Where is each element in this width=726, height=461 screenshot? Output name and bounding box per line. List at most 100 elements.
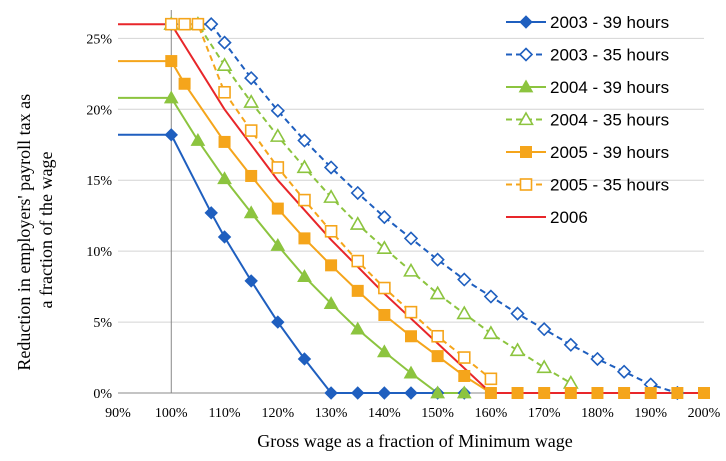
data-point-triangle	[536, 359, 553, 374]
data-point-square	[298, 193, 311, 207]
data-point-triangle	[376, 240, 393, 254]
x-tick-label: 180%	[581, 406, 614, 421]
data-point-triangle	[243, 205, 259, 219]
data-point-square	[324, 224, 338, 238]
data-point-square	[378, 281, 391, 295]
data-point-triangle	[323, 189, 339, 203]
x-axis-title: Gross wage as a fraction of Minimum wage	[257, 431, 572, 451]
legend-label: 2005 - 39 hours	[550, 143, 669, 162]
data-point-square	[591, 387, 604, 399]
data-point-square	[484, 387, 497, 399]
data-point-square	[165, 55, 178, 68]
series-line	[118, 96, 465, 394]
legend: 2003 - 39 hours 2003 - 35 hours 2004 - 39 …	[506, 13, 669, 227]
data-point-triangle	[429, 285, 446, 300]
y-tick-label: 15%	[86, 174, 112, 189]
legend-label: 2003 - 39 hours	[550, 13, 669, 32]
data-point-diamond	[297, 352, 312, 366]
data-point-square	[404, 305, 418, 319]
data-point-square	[351, 284, 364, 297]
data-point-triangle	[269, 128, 286, 142]
legend-item: 2005 - 39 hours	[506, 143, 669, 162]
x-tick-label: 140%	[368, 406, 401, 421]
data-point-triangle	[323, 296, 339, 310]
series-markers-1	[164, 17, 685, 401]
y-axis-title: Reduction in employers' payroll tax as a…	[14, 89, 56, 370]
x-tick-label: 160%	[475, 406, 508, 421]
legend-label: 2005 - 35 hours	[550, 176, 669, 195]
data-point-diamond	[563, 337, 578, 352]
data-point-triangle	[216, 57, 233, 71]
series-line	[171, 23, 492, 380]
data-point-triangle	[190, 132, 206, 146]
data-point-diamond	[297, 133, 312, 148]
y-tick-label: 10%	[86, 245, 112, 260]
gridlines	[118, 37, 704, 323]
series-line	[171, 23, 572, 384]
series-3	[171, 23, 572, 384]
x-axis-ticks: 90% 100% 110% 120% 130% 140% 150% 160% 170% 180% 1…	[105, 406, 721, 421]
data-point-triangle	[243, 94, 260, 108]
data-point-diamond	[430, 252, 445, 267]
data-point-diamond	[518, 47, 534, 62]
data-point-triangle	[349, 216, 366, 230]
y-tick-label: 20%	[86, 103, 112, 118]
data-point-diamond	[204, 206, 218, 220]
data-point-square	[458, 369, 471, 382]
series-6	[118, 23, 704, 394]
legend-label: 2004 - 35 hours	[550, 111, 669, 130]
series-markers-3	[163, 16, 579, 389]
data-point-square	[244, 124, 258, 137]
data-point-triangle	[217, 171, 232, 185]
data-point-square	[698, 387, 710, 399]
data-point-triangle	[430, 385, 445, 399]
data-point-square	[519, 178, 533, 191]
data-point-diamond	[164, 128, 178, 142]
data-point-diamond	[590, 351, 605, 367]
legend-item: 2006	[506, 208, 588, 227]
data-point-diamond	[351, 386, 365, 400]
data-point-square	[484, 372, 498, 386]
x-tick-label: 170%	[528, 406, 561, 421]
data-point-diamond	[377, 386, 392, 400]
data-point-square	[245, 169, 258, 182]
data-point-diamond	[519, 15, 533, 29]
data-point-triangle	[297, 269, 312, 283]
y-tick-label: 25%	[86, 32, 112, 47]
y-tick-label: 0%	[93, 387, 112, 402]
legend-item: 2003 - 35 hours	[506, 46, 669, 65]
legend-item: 2004 - 35 hours	[506, 111, 669, 130]
data-point-triangle	[350, 321, 366, 335]
x-tick-label: 200%	[688, 406, 721, 421]
series-line	[118, 23, 704, 394]
series-0	[118, 133, 465, 394]
data-point-square	[218, 85, 231, 99]
data-point-square	[271, 202, 284, 215]
data-point-triangle	[296, 159, 313, 174]
data-point-triangle	[270, 237, 286, 251]
data-point-square	[178, 17, 191, 31]
data-point-triangle	[509, 342, 526, 357]
x-tick-label: 110%	[208, 406, 240, 421]
legend-label: 2003 - 35 hours	[550, 46, 669, 65]
y-tick-label: 5%	[93, 316, 112, 331]
data-point-square	[457, 351, 471, 364]
data-point-diamond	[457, 272, 472, 287]
series-markers-5	[164, 17, 498, 386]
series-line	[118, 133, 465, 394]
y-axis-title-line-1: Reduction in employers' payroll tax as	[14, 94, 34, 371]
data-point-diamond	[323, 160, 339, 175]
data-point-triangle	[562, 374, 579, 389]
data-point-square	[618, 387, 631, 399]
data-point-square	[218, 135, 231, 148]
data-point-diamond	[404, 386, 418, 400]
data-point-diamond	[217, 35, 232, 50]
data-point-diamond	[403, 231, 419, 246]
series-5	[171, 23, 492, 380]
x-tick-label: 90%	[105, 406, 131, 421]
data-point-square	[564, 387, 577, 399]
data-point-diamond	[204, 17, 219, 32]
data-point-diamond	[244, 274, 258, 288]
data-point-diamond	[350, 185, 365, 201]
data-point-square	[164, 17, 178, 31]
